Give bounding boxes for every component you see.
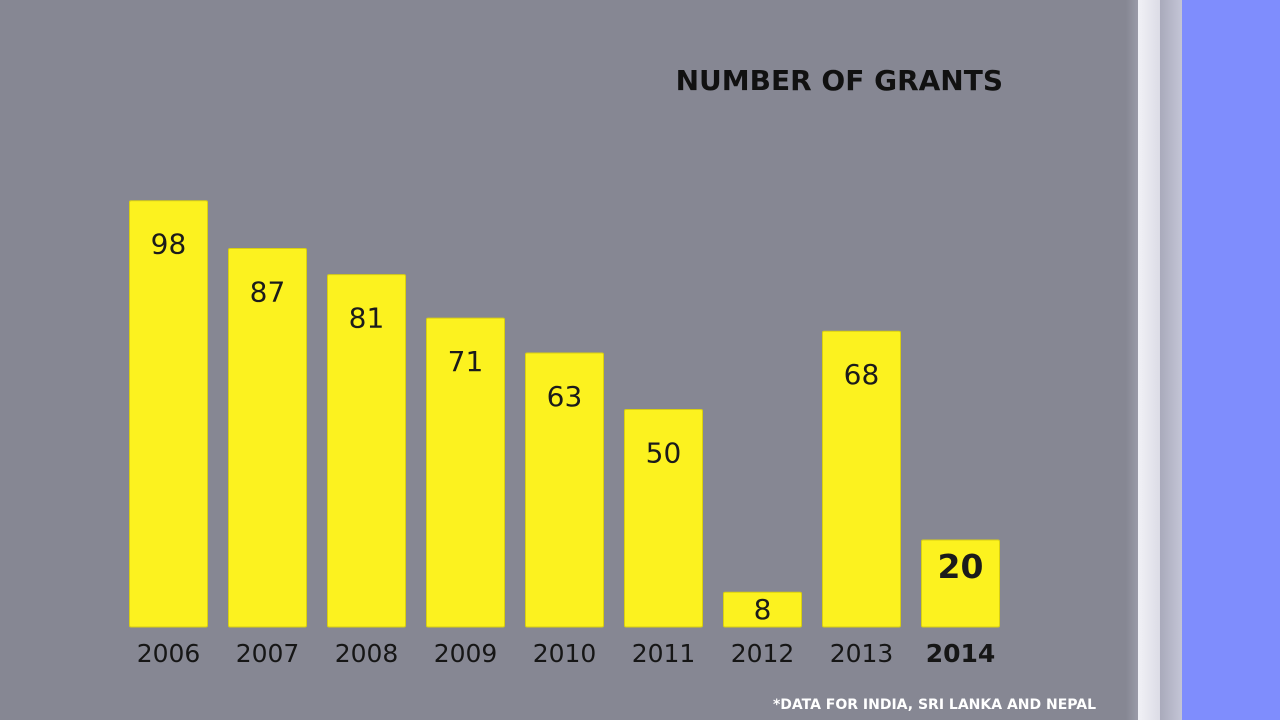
bar-2012 [723,591,802,628]
value-labels-group: 98 87 81 71 63 50 8 68 20 [151,228,984,627]
chart-title: NUMBER OF GRANTS [676,64,1003,97]
bar-2013 [822,330,901,628]
side-panel [1182,0,1280,720]
x-tick-label-2007: 2007 [236,639,300,668]
bar-2007 [228,248,307,628]
x-tick-label-2012: 2012 [731,639,795,668]
value-label-2014: 20 [938,547,984,586]
bar-2008 [327,274,406,628]
x-tick-label-2008: 2008 [335,639,399,668]
bar-2009 [426,317,505,628]
bar-2014 [921,539,1000,628]
frame-edge-highlight [1138,0,1160,720]
x-tick-labels-group: 2006 2007 2008 2009 2010 2011 2012 2013 2014 [137,639,996,668]
value-label-2007: 87 [250,276,286,309]
frame-edge-middle [1160,0,1182,720]
value-label-2008: 81 [349,302,385,335]
x-tick-label-2011: 2011 [632,639,696,668]
bar-2010 [525,352,604,628]
x-tick-label-2009: 2009 [434,639,498,668]
frame-edge-shadow [1126,0,1138,720]
bar-2006 [129,200,208,628]
x-tick-label-2013: 2013 [830,639,894,668]
value-label-2009: 71 [448,345,484,378]
bars-group [129,200,1000,628]
value-label-2010: 63 [547,380,583,413]
value-label-2006: 98 [151,228,187,261]
bar-2011 [624,409,703,628]
value-label-2011: 50 [646,437,682,470]
value-label-2012: 8 [754,593,772,626]
x-tick-label-2010: 2010 [533,639,597,668]
value-label-2013: 68 [844,358,880,391]
chart-footnote: *DATA FOR INDIA, SRI LANKA AND NEPAL [773,697,1096,713]
x-tick-label-2006: 2006 [137,639,201,668]
x-tick-label-2014: 2014 [926,639,996,668]
